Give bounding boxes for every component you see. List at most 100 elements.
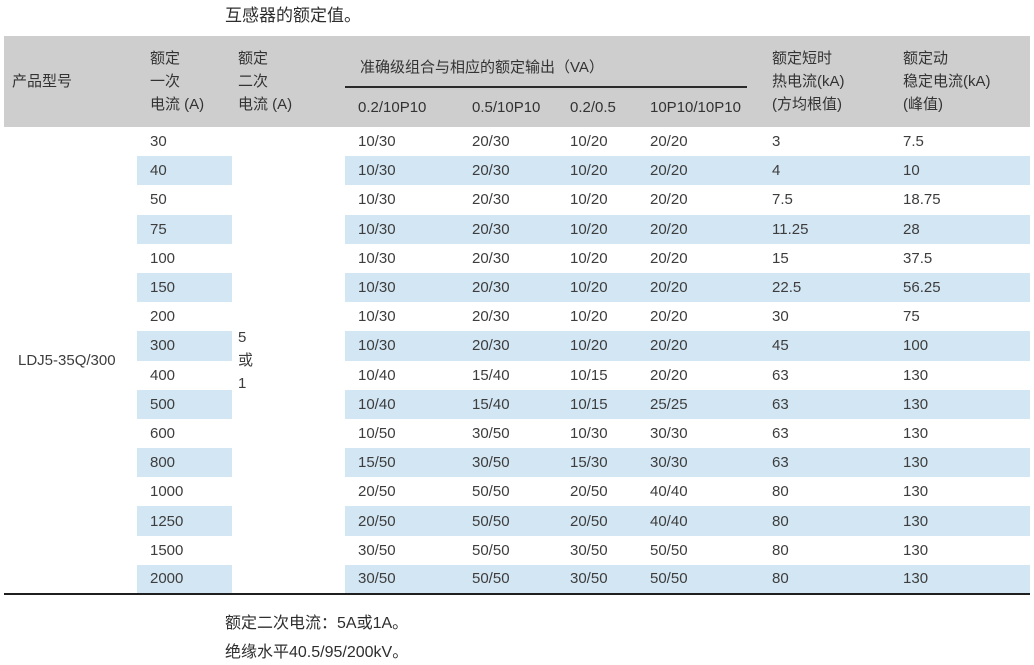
table-row: 75 10/30 20/30 10/20 20/20 11.25 28 — [4, 214, 1031, 244]
rated-output-cell: 30/30 — [642, 418, 764, 449]
rated-output-cell: 40/40 — [642, 477, 764, 507]
rated-output-cell: 20/30 — [462, 302, 555, 332]
primary-current-cell: 400 — [137, 360, 232, 390]
rated-output-cell: 20/20 — [642, 185, 764, 215]
dynamic-current-cell: 37.5 — [893, 243, 1031, 273]
rated-output-cell: 30/30 — [642, 448, 764, 478]
rated-output-cell: 10/30 — [345, 243, 462, 273]
rated-output-cell: 15/40 — [462, 389, 555, 419]
rated-output-cell: 10/20 — [555, 272, 642, 303]
rated-output-cell: 10/30 — [345, 214, 462, 244]
primary-current-cell: 1250 — [137, 506, 232, 536]
thermal-current-cell: 15 — [763, 243, 894, 273]
page-title: 互感器的额定值。 — [225, 6, 361, 25]
rated-output-cell: 30/50 — [345, 564, 462, 594]
dynamic-current-cell: 56.25 — [893, 272, 1031, 303]
rated-output-cell: 10/20 — [555, 156, 642, 186]
rated-output-cell: 20/20 — [642, 331, 764, 361]
table-row: 300 10/30 20/30 10/20 20/20 45 100 — [4, 331, 1031, 361]
rated-output-cell: 20/50 — [345, 477, 462, 507]
dynamic-current-cell: 130 — [893, 360, 1031, 390]
rated-output-cell: 20/30 — [462, 214, 555, 244]
rated-output-cell: 20/30 — [462, 243, 555, 273]
thermal-current-cell: 45 — [763, 331, 894, 361]
thermal-current-cell: 80 — [763, 535, 894, 565]
rated-output-cell: 30/50 — [462, 448, 555, 478]
primary-current-cell: 50 — [137, 185, 232, 215]
rated-output-cell: 20/20 — [642, 243, 764, 273]
rated-output-cell: 15/30 — [555, 448, 642, 478]
table-row: 200 10/30 20/30 10/20 20/20 30 75 — [4, 302, 1031, 332]
thermal-current-cell: 63 — [763, 360, 894, 390]
primary-current-cell: 75 — [137, 214, 232, 244]
rated-output-cell: 10/30 — [345, 127, 462, 157]
header-primary-current: 额定 一次 电流 (A) — [137, 36, 232, 127]
table-row: 800 15/50 30/50 15/30 30/30 63 130 — [4, 448, 1031, 478]
rated-output-cell: 40/40 — [642, 506, 764, 536]
thermal-current-cell: 80 — [763, 477, 894, 507]
rated-output-cell: 30/50 — [555, 535, 642, 565]
thermal-current-cell: 7.5 — [763, 185, 894, 215]
rated-output-cell: 20/30 — [462, 272, 555, 303]
dynamic-current-cell: 100 — [893, 331, 1031, 361]
rated-output-cell: 20/20 — [642, 214, 764, 244]
header-accuracy-group: 准确级组合与相应的额定输出（VA） — [345, 36, 764, 88]
rated-output-cell: 20/20 — [642, 302, 764, 332]
rated-output-cell: 10/20 — [555, 214, 642, 244]
rated-output-cell: 50/50 — [462, 564, 555, 594]
rated-output-cell: 50/50 — [462, 506, 555, 536]
dynamic-current-cell: 130 — [893, 448, 1031, 478]
rated-output-cell: 20/20 — [642, 156, 764, 186]
table-row: 500 10/40 15/40 10/15 25/25 63 130 — [4, 389, 1031, 419]
dynamic-current-cell: 130 — [893, 535, 1031, 565]
rated-output-cell: 20/50 — [555, 477, 642, 507]
rated-output-cell: 10/30 — [345, 185, 462, 215]
product-model-cell: LDJ5-35Q/300 — [4, 127, 137, 594]
primary-current-cell: 1000 — [137, 477, 232, 507]
dynamic-current-cell: 130 — [893, 389, 1031, 419]
thermal-current-cell: 63 — [763, 418, 894, 449]
primary-current-cell: 300 — [137, 331, 232, 361]
rated-output-cell: 10/30 — [345, 272, 462, 303]
table-row: 1500 30/50 50/50 30/50 50/50 80 130 — [4, 535, 1031, 565]
rated-output-cell: 50/50 — [642, 535, 764, 565]
primary-current-cell: 40 — [137, 156, 232, 186]
footnote-secondary-current: 额定二次电流：5A或1A。 — [225, 615, 409, 632]
rated-output-cell: 10/40 — [345, 360, 462, 390]
table-row: 150 10/30 20/30 10/20 20/20 22.5 56.25 — [4, 272, 1031, 303]
rated-output-cell: 50/50 — [462, 535, 555, 565]
header-accuracy-col-4: 10P10/10P10 — [642, 88, 764, 127]
dynamic-current-cell: 130 — [893, 418, 1031, 449]
dynamic-current-cell: 18.75 — [893, 185, 1031, 215]
dynamic-current-cell: 130 — [893, 564, 1031, 594]
rated-output-cell: 10/15 — [555, 360, 642, 390]
table-row: 100 10/30 20/30 10/20 20/20 15 37.5 — [4, 243, 1031, 273]
primary-current-cell: 100 — [137, 243, 232, 273]
header-accuracy-col-3: 0.2/0.5 — [555, 88, 642, 127]
primary-current-cell: 600 — [137, 418, 232, 449]
rated-output-cell: 20/50 — [345, 506, 462, 536]
primary-current-cell: 2000 — [137, 564, 232, 594]
rated-output-cell: 50/50 — [642, 564, 764, 594]
rated-output-cell: 10/30 — [345, 331, 462, 361]
rated-output-cell: 20/30 — [462, 156, 555, 186]
rated-output-cell: 20/20 — [642, 272, 764, 303]
rated-output-cell: 15/50 — [345, 448, 462, 478]
rated-output-cell: 10/30 — [555, 418, 642, 449]
dynamic-current-cell: 28 — [893, 214, 1031, 244]
header-secondary-current: 额定 二次 电流 (A) — [232, 36, 345, 127]
footnote-insulation-level: 绝缘水平40.5/95/200kV。 — [225, 644, 409, 661]
rated-output-cell: 25/25 — [642, 389, 764, 419]
dynamic-current-cell: 7.5 — [893, 127, 1031, 157]
primary-current-cell: 150 — [137, 272, 232, 303]
table-row: 50 10/30 20/30 10/20 20/20 7.5 18.75 — [4, 185, 1031, 215]
rated-output-cell: 20/30 — [462, 127, 555, 157]
header-accuracy-col-2: 0.5/10P10 — [462, 88, 555, 127]
table-row: 1000 20/50 50/50 20/50 40/40 80 130 — [4, 477, 1031, 507]
dynamic-current-cell: 130 — [893, 477, 1031, 507]
footnotes: 额定二次电流：5A或1A。 绝缘水平40.5/95/200kV。 — [225, 609, 1034, 665]
rated-output-cell: 10/30 — [345, 302, 462, 332]
header-thermal-current: 额定短时 热电流(kA) (方均根值) — [763, 36, 894, 127]
